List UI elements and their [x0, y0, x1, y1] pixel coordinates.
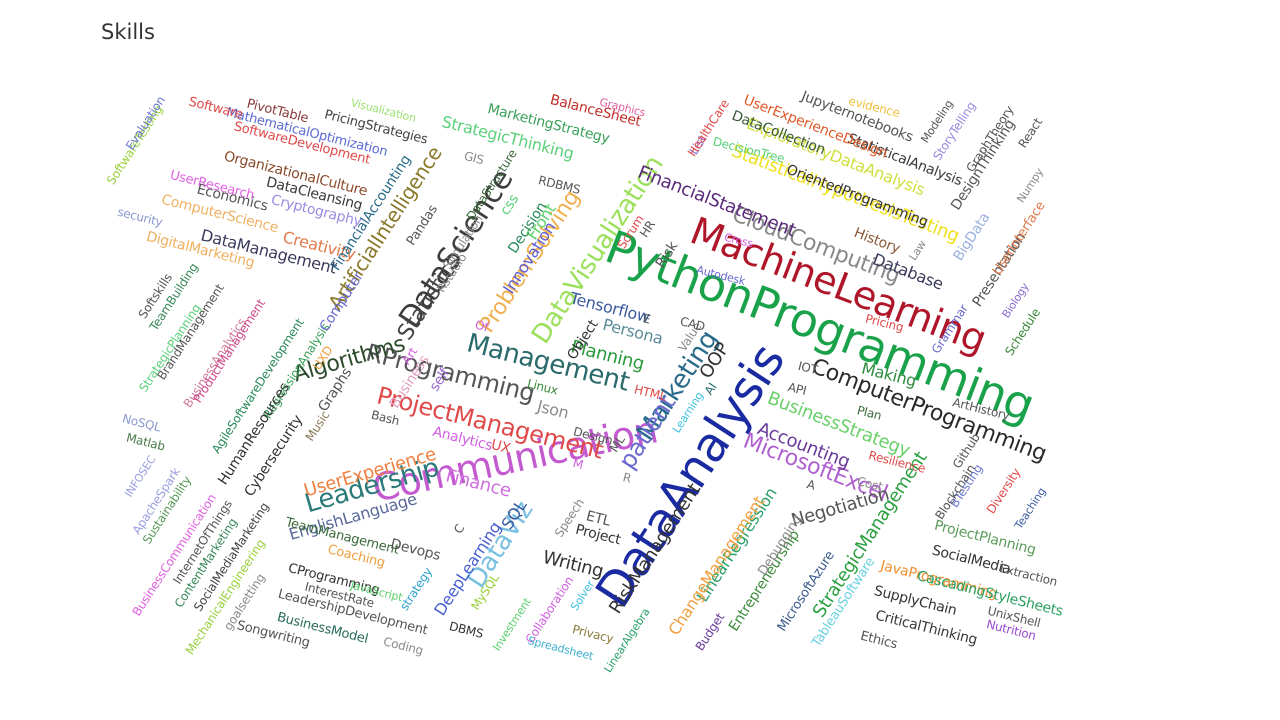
word-security-79: security	[115, 204, 165, 230]
word-diversity-125: Diversity	[983, 465, 1023, 517]
word-c-192: C	[450, 521, 468, 537]
word-privacy-117: Privacy	[570, 622, 615, 646]
word-m-187: M	[571, 455, 585, 473]
word-r-189: R	[621, 470, 633, 486]
word-software-74: Software	[186, 94, 244, 122]
word-ux-185: UX	[488, 436, 512, 458]
word-of-180: Of	[473, 317, 490, 335]
word-devops-111: Devops	[388, 536, 442, 564]
word-project-195: Project	[573, 521, 623, 549]
word-infosec-92: INFOSEC	[121, 452, 158, 500]
word-music-176: Music	[302, 408, 332, 444]
word-iot-150: IOT	[796, 358, 820, 378]
word-api-151: API	[786, 379, 808, 399]
word-teaching-126: Teaching	[1011, 484, 1048, 532]
word-plan-132: Plan	[855, 403, 883, 423]
word-nosql-90: NoSQL	[120, 411, 162, 435]
word-gis-170: GIS	[462, 148, 486, 168]
word-numpy-138: Numpy	[1014, 165, 1047, 205]
word-dbms-112: DBMS	[447, 619, 485, 641]
word-a-198: A	[805, 477, 817, 493]
word-cad-154: CAD	[678, 314, 706, 334]
word-budget-120: Budget	[692, 610, 728, 654]
word-matlab-91: Matlab	[124, 430, 166, 454]
word-userinterface-52: UserInterface	[989, 198, 1049, 278]
word-json-183: Json	[535, 396, 571, 423]
page-title: Skills	[101, 20, 155, 44]
word-coding-104: Coding	[381, 634, 425, 658]
word-evaluation-78: Evaluation	[122, 93, 168, 153]
word-law-159: Law	[905, 237, 929, 263]
word-react-139: React	[1015, 115, 1045, 151]
word-strategy-110: strategy	[397, 565, 436, 613]
word-extraction-124: Extraction	[997, 561, 1059, 589]
word-writing-25: Writing	[540, 546, 606, 583]
word-ethics-121: Ethics	[858, 628, 899, 652]
